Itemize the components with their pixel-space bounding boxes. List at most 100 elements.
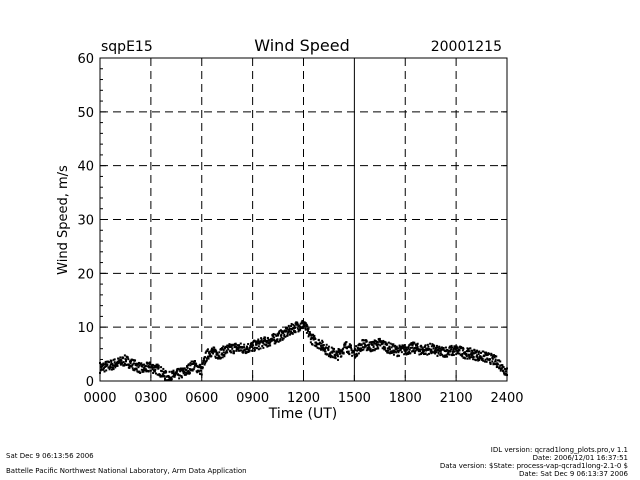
data-point xyxy=(135,364,138,367)
data-point xyxy=(368,346,371,349)
data-point xyxy=(257,345,260,348)
data-point xyxy=(146,365,149,368)
data-point xyxy=(298,324,301,327)
data-point xyxy=(112,358,115,361)
data-point xyxy=(318,341,321,344)
data-point xyxy=(412,341,415,344)
data-point xyxy=(310,334,313,337)
data-point xyxy=(269,340,272,343)
data-point xyxy=(502,366,505,369)
data-point xyxy=(353,347,356,350)
data-point xyxy=(380,343,383,346)
data-point xyxy=(444,354,447,357)
data-point xyxy=(371,343,374,346)
data-point xyxy=(303,323,306,326)
data-point xyxy=(202,360,205,363)
data-point xyxy=(230,351,233,354)
data-point xyxy=(177,373,180,376)
data-point xyxy=(436,346,439,349)
data-point xyxy=(469,347,472,350)
data-point xyxy=(467,347,470,350)
data-point xyxy=(392,353,395,356)
data-point xyxy=(382,339,385,342)
data-point xyxy=(317,338,320,341)
data-point xyxy=(413,351,416,354)
data-point xyxy=(343,346,346,349)
data-point xyxy=(436,354,439,357)
data-point xyxy=(439,354,442,357)
data-point xyxy=(350,348,353,351)
data-point xyxy=(402,346,405,349)
data-point xyxy=(201,362,204,365)
data-point xyxy=(330,355,333,358)
data-point xyxy=(320,348,323,351)
data-point xyxy=(434,349,437,352)
data-point xyxy=(414,343,417,346)
data-point xyxy=(390,346,393,349)
data-point xyxy=(290,322,293,325)
data-point xyxy=(236,348,239,351)
data-point xyxy=(404,350,407,353)
data-point xyxy=(142,368,145,371)
data-point xyxy=(374,347,377,350)
data-point xyxy=(416,346,419,349)
data-point xyxy=(430,350,433,353)
data-point xyxy=(108,361,111,364)
data-point xyxy=(364,343,367,346)
data-point xyxy=(310,337,313,340)
data-point xyxy=(333,356,336,359)
data-point xyxy=(365,339,368,342)
x-tick-labels: 0000 0300 0600 0900 1200 1500 1800 2100 2400 xyxy=(83,391,523,406)
data-point xyxy=(483,360,486,363)
data-point xyxy=(385,349,388,352)
data-point xyxy=(318,347,321,350)
data-point xyxy=(392,343,395,346)
data-point xyxy=(468,355,471,358)
data-point xyxy=(450,346,453,349)
data-point xyxy=(313,344,316,347)
data-point xyxy=(244,352,247,355)
x-tick-label: 1500 xyxy=(338,391,371,406)
data-point xyxy=(442,346,445,349)
data-point xyxy=(407,351,410,354)
data-point xyxy=(403,353,406,356)
data-point xyxy=(211,350,214,353)
data-point xyxy=(148,365,151,368)
data-point xyxy=(346,347,349,350)
data-point xyxy=(259,347,262,350)
data-point xyxy=(472,352,475,355)
data-point xyxy=(359,350,362,353)
data-point xyxy=(500,367,503,370)
data-point xyxy=(453,350,456,353)
data-point xyxy=(437,349,440,352)
data-point xyxy=(451,352,454,355)
data-point xyxy=(491,357,494,360)
data-point xyxy=(285,330,288,333)
data-point xyxy=(279,329,282,332)
data-point xyxy=(385,342,388,345)
data-point xyxy=(293,325,296,328)
data-point xyxy=(427,345,430,348)
data-point xyxy=(227,348,230,351)
data-point xyxy=(148,363,151,366)
data-point xyxy=(179,369,182,372)
data-point xyxy=(412,350,415,353)
data-point xyxy=(465,352,468,355)
data-point xyxy=(193,366,196,369)
data-point xyxy=(325,346,328,349)
x-tick-label: 0600 xyxy=(185,391,218,406)
data-point xyxy=(129,362,132,365)
data-point xyxy=(253,346,256,349)
data-point xyxy=(266,336,269,339)
data-point xyxy=(226,346,229,349)
data-point xyxy=(447,350,450,353)
data-point xyxy=(294,322,297,325)
data-point xyxy=(294,331,297,334)
data-point xyxy=(110,368,113,371)
data-point xyxy=(171,375,174,378)
data-point xyxy=(422,350,425,353)
data-point xyxy=(238,344,241,347)
data-point xyxy=(373,341,376,344)
data-point xyxy=(359,347,362,350)
data-point xyxy=(334,357,337,360)
